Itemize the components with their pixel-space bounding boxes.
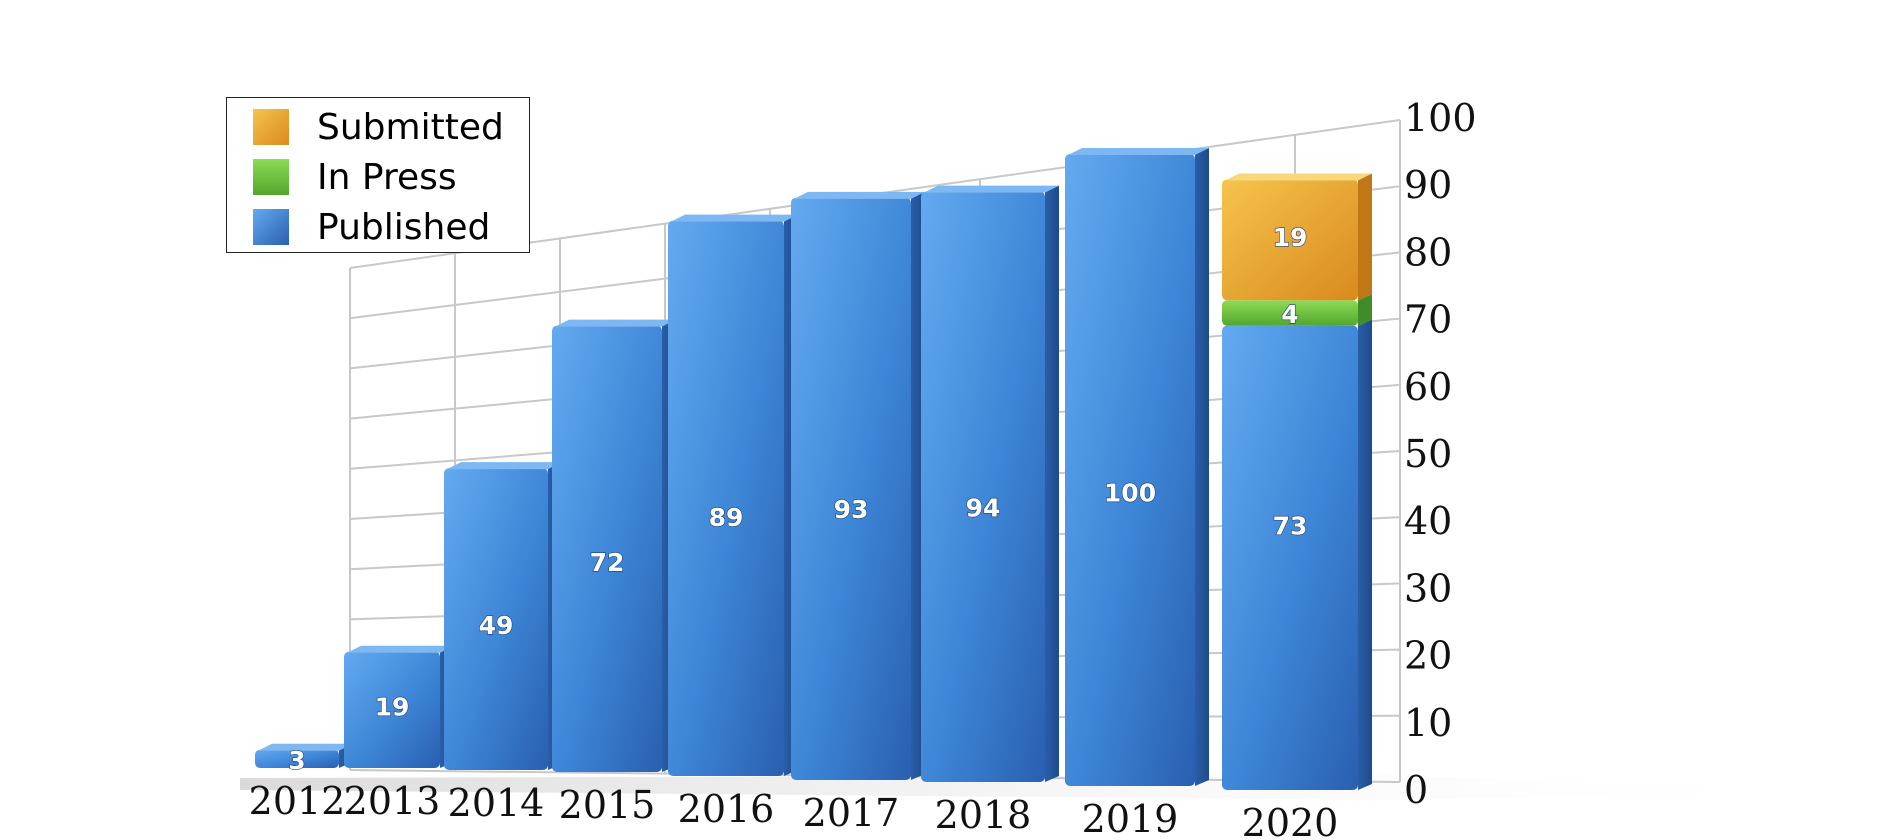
value-label-in-press-2020: 4 — [1281, 300, 1298, 329]
bar-published-2018 — [921, 191, 1045, 782]
bars: 3 19 49 72 89 93 94 100 73 4 19 — [255, 148, 1372, 790]
y-tick-label-10: 100 — [1404, 96, 1477, 140]
bar-group-2013: 19 — [344, 645, 454, 768]
bar-published-2017 — [791, 197, 911, 780]
legend-item-in-press: In Press — [253, 156, 457, 198]
bar-top-2013 — [347, 645, 454, 653]
y-tick-label-6: 60 — [1404, 365, 1452, 409]
value-label-submitted-2020: 19 — [1273, 223, 1308, 252]
legend-item-submitted: Submitted — [253, 106, 504, 148]
legend-label-submitted: Submitted — [317, 106, 504, 148]
legend-label-in-press: In Press — [317, 156, 457, 198]
bar-in-press-2020 — [1222, 300, 1358, 326]
bar-top-2014 — [447, 462, 562, 470]
bar-published-2014 — [444, 468, 548, 770]
legend-item-published: Published — [253, 206, 490, 248]
y-tick-label-0: 0 — [1404, 768, 1428, 812]
bar-published-2013 — [344, 651, 440, 768]
bar-group-2016: 89 — [668, 214, 798, 776]
x-tick-label-2014: 2014 — [448, 781, 545, 825]
legend-swatch-submitted — [253, 109, 289, 145]
bar-group-2014: 49 — [444, 462, 562, 770]
bar-side-in-press-2020 — [1358, 294, 1372, 326]
x-tick-label-2017: 2017 — [803, 791, 900, 835]
value-label-published-2014: 49 — [479, 611, 514, 640]
y-tick-label-9: 90 — [1404, 163, 1452, 207]
legend-swatch-in-press — [253, 159, 289, 195]
bar-top-2018 — [924, 185, 1059, 193]
y-tick-label-2: 20 — [1404, 634, 1452, 678]
y-tick-label-5: 50 — [1404, 432, 1452, 476]
bar-side-published-2019 — [1195, 148, 1209, 786]
legend-label-published: Published — [317, 206, 491, 248]
bar-top-2020 — [1225, 173, 1372, 181]
value-label-published-2018: 94 — [966, 493, 1001, 522]
value-label-published-2016: 89 — [709, 503, 744, 532]
bar-group-2019: 100 — [1065, 148, 1209, 786]
value-label-published-2020: 73 — [1273, 512, 1308, 541]
bar-submitted-2020 — [1222, 179, 1358, 301]
bar-group-2018: 94 — [921, 185, 1059, 782]
y-tick-label-7: 70 — [1404, 298, 1452, 342]
bar-side-published-2018 — [1045, 185, 1059, 782]
bar-top-2016 — [671, 214, 798, 222]
y-tick-label-4: 40 — [1404, 499, 1452, 543]
legend-swatch-published — [253, 209, 289, 245]
value-label-published-2013: 19 — [375, 693, 410, 722]
bar-published-2016 — [668, 220, 784, 776]
bar-group-2015: 72 — [552, 319, 676, 772]
bar-group-2017: 93 — [791, 191, 925, 780]
value-label-published-2012: 3 — [288, 746, 305, 775]
y-tick-label-8: 80 — [1404, 230, 1452, 274]
bar-published-2020 — [1222, 325, 1358, 790]
bar-top-2015 — [555, 319, 676, 327]
bar-published-2019 — [1065, 154, 1195, 786]
value-label-published-2017: 93 — [834, 495, 869, 524]
y-tick-label-3: 30 — [1404, 566, 1452, 610]
bar-published-2012 — [255, 749, 339, 768]
floor-shadow — [240, 775, 1880, 800]
bar-top-2012 — [258, 743, 353, 751]
x-tick-label-2019: 2019 — [1082, 797, 1179, 840]
x-tick-label-2012: 2012 — [249, 779, 346, 823]
floor-shadow-shape — [240, 775, 1880, 800]
y-axis-ticks: 0 10 20 30 40 50 60 70 80 90 100 — [1404, 96, 1477, 812]
x-tick-label-2015: 2015 — [559, 783, 656, 827]
bar-top-2017 — [794, 191, 925, 199]
bar-side-submitted-2020 — [1358, 173, 1372, 301]
y-tick-label-1: 10 — [1404, 701, 1452, 745]
x-tick-label-2018: 2018 — [935, 793, 1032, 837]
x-tick-label-2020: 2020 — [1242, 801, 1339, 840]
bar-published-2015 — [552, 325, 662, 772]
legend: Submitted In Press Published — [226, 97, 530, 253]
bar-top-2019 — [1068, 148, 1209, 155]
bar-side-published-2020 — [1358, 319, 1372, 790]
bar-group-2020: 73 4 19 — [1222, 173, 1372, 790]
x-tick-label-2016: 2016 — [678, 787, 775, 831]
value-label-published-2015: 72 — [590, 548, 625, 577]
x-tick-label-2013: 2013 — [344, 779, 441, 823]
bar-group-2012: 3 — [255, 743, 353, 775]
value-label-published-2019: 100 — [1104, 479, 1156, 508]
